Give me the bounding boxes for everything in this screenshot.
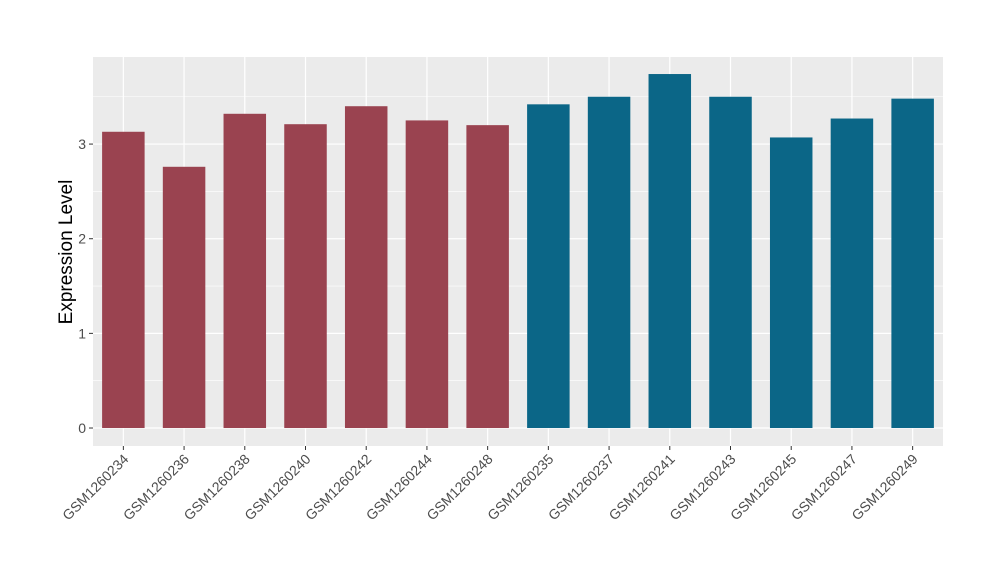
bar (830, 118, 874, 429)
bar (466, 125, 509, 429)
plot-panel (93, 57, 943, 446)
bar (769, 137, 813, 429)
bar (587, 96, 631, 429)
x-axis: GSM1260234GSM1260236GSM1260238GSM1260240… (59, 446, 921, 523)
bar (102, 131, 145, 429)
y-axis: 0 1 2 3 (78, 136, 93, 436)
y-tick-label: 2 (78, 231, 86, 247)
bar (891, 98, 934, 429)
bar (648, 74, 692, 429)
bars (102, 74, 934, 429)
bar (405, 120, 449, 429)
bar (284, 124, 327, 429)
bar (162, 166, 206, 429)
bar (223, 113, 267, 429)
bar (344, 106, 388, 429)
bar (527, 104, 570, 429)
y-tick-label: 1 (78, 325, 86, 341)
y-tick-label: 0 (78, 420, 86, 436)
y-tick-label: 3 (78, 136, 86, 152)
y-axis-label: Expression Level (56, 180, 77, 325)
bar (709, 96, 752, 429)
